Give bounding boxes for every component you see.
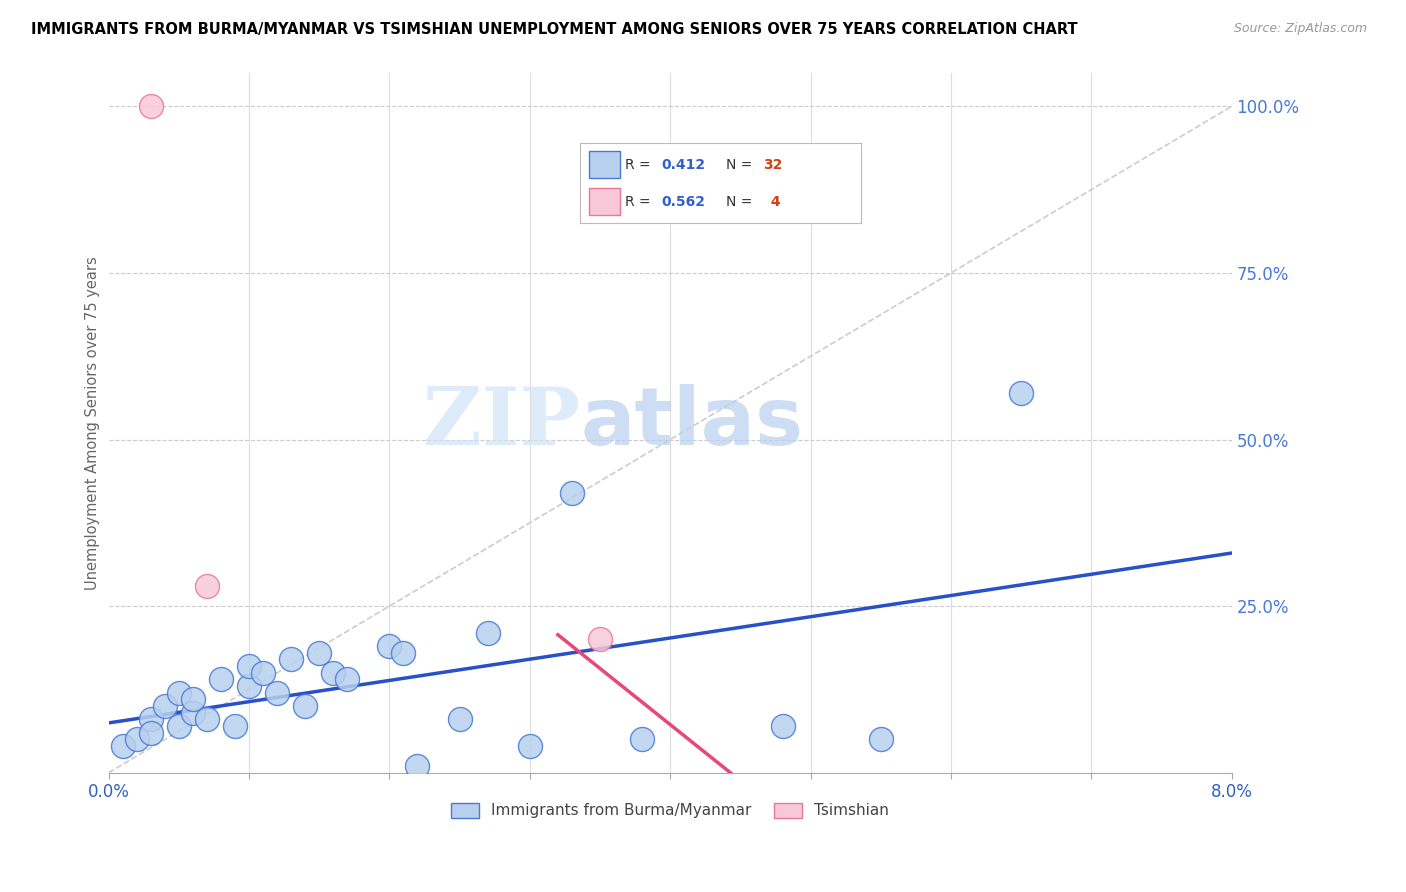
Point — [181, 692, 204, 706]
Y-axis label: Unemployment Among Seniors over 75 years: Unemployment Among Seniors over 75 years — [86, 256, 100, 590]
Point — [477, 625, 499, 640]
Point — [589, 632, 612, 647]
Point — [631, 732, 654, 747]
Point — [406, 759, 429, 773]
Point — [139, 713, 162, 727]
Point — [224, 719, 246, 733]
Point — [167, 686, 190, 700]
Point — [111, 739, 134, 753]
Point — [280, 652, 302, 666]
Point — [561, 486, 583, 500]
Point — [1010, 385, 1032, 400]
Point — [252, 665, 274, 680]
Text: ZIP: ZIP — [423, 384, 581, 462]
Point — [195, 579, 218, 593]
Point — [449, 713, 471, 727]
Point — [519, 739, 541, 753]
Point — [139, 725, 162, 739]
Point — [392, 646, 415, 660]
Point — [266, 686, 288, 700]
Point — [139, 99, 162, 113]
Point — [195, 713, 218, 727]
Point — [181, 706, 204, 720]
Text: IMMIGRANTS FROM BURMA/MYANMAR VS TSIMSHIAN UNEMPLOYMENT AMONG SENIORS OVER 75 YE: IMMIGRANTS FROM BURMA/MYANMAR VS TSIMSHI… — [31, 22, 1077, 37]
Point — [153, 699, 176, 714]
Point — [772, 719, 794, 733]
Point — [869, 732, 891, 747]
Point — [336, 673, 359, 687]
Point — [308, 646, 330, 660]
Point — [378, 639, 401, 653]
Point — [209, 673, 232, 687]
Point — [322, 665, 344, 680]
Point — [125, 732, 148, 747]
Point — [238, 679, 260, 693]
Text: atlas: atlas — [581, 384, 803, 462]
Point — [167, 719, 190, 733]
Point — [294, 699, 316, 714]
Point — [238, 659, 260, 673]
Legend: Immigrants from Burma/Myanmar, Tsimshian: Immigrants from Burma/Myanmar, Tsimshian — [446, 797, 896, 824]
Text: Source: ZipAtlas.com: Source: ZipAtlas.com — [1233, 22, 1367, 36]
